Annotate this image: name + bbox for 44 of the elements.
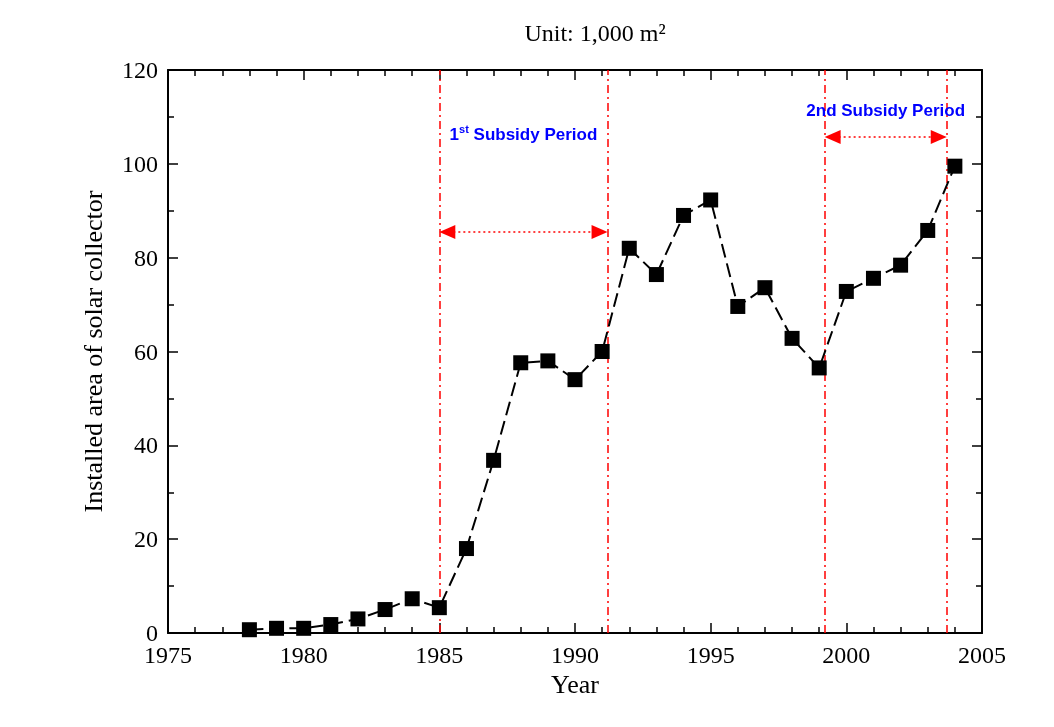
y-tick-label: 80 xyxy=(134,244,158,271)
y-tick-label: 20 xyxy=(134,526,158,553)
point xyxy=(730,298,746,314)
point xyxy=(513,355,529,371)
point xyxy=(458,541,474,557)
point xyxy=(296,620,312,636)
point xyxy=(594,344,610,359)
x-tick-label: 1990 xyxy=(551,642,599,668)
x-tick-label: 1995 xyxy=(686,642,735,668)
point xyxy=(540,353,556,369)
point xyxy=(920,222,936,238)
point xyxy=(567,372,583,388)
point xyxy=(947,158,963,174)
point xyxy=(811,360,827,376)
y-tick-label: 120 xyxy=(122,57,158,83)
point xyxy=(350,611,366,627)
x-tick-label: 2005 xyxy=(958,642,1006,668)
x-tick-label: 1985 xyxy=(415,642,464,668)
x-tick-label: 1980 xyxy=(279,642,328,668)
point xyxy=(648,267,664,283)
annotation: 1$^{st}$ Subsidy Period xyxy=(449,123,598,145)
annotation: 2nd Subsidy Period xyxy=(806,101,966,121)
point xyxy=(323,617,339,633)
chart-title: Unit: 1,000 m² xyxy=(524,20,666,46)
point xyxy=(703,192,719,208)
point xyxy=(621,240,637,256)
point xyxy=(486,452,502,468)
point xyxy=(431,600,447,616)
y-tick-label: 60 xyxy=(134,338,158,365)
y-axis-title: Installed area of solar collector xyxy=(78,190,108,513)
point xyxy=(377,602,393,618)
point xyxy=(784,330,800,346)
point xyxy=(404,591,420,607)
point xyxy=(865,270,881,286)
point xyxy=(676,207,692,223)
x-tick-label: 2000 xyxy=(822,642,871,668)
x-axis-title: Year xyxy=(551,670,600,700)
y-tick-label: 100 xyxy=(122,150,158,177)
point xyxy=(269,620,285,636)
point xyxy=(893,257,909,273)
y-tick-label: 40 xyxy=(134,432,158,459)
point xyxy=(757,280,773,296)
point xyxy=(838,283,854,299)
point xyxy=(241,622,257,638)
